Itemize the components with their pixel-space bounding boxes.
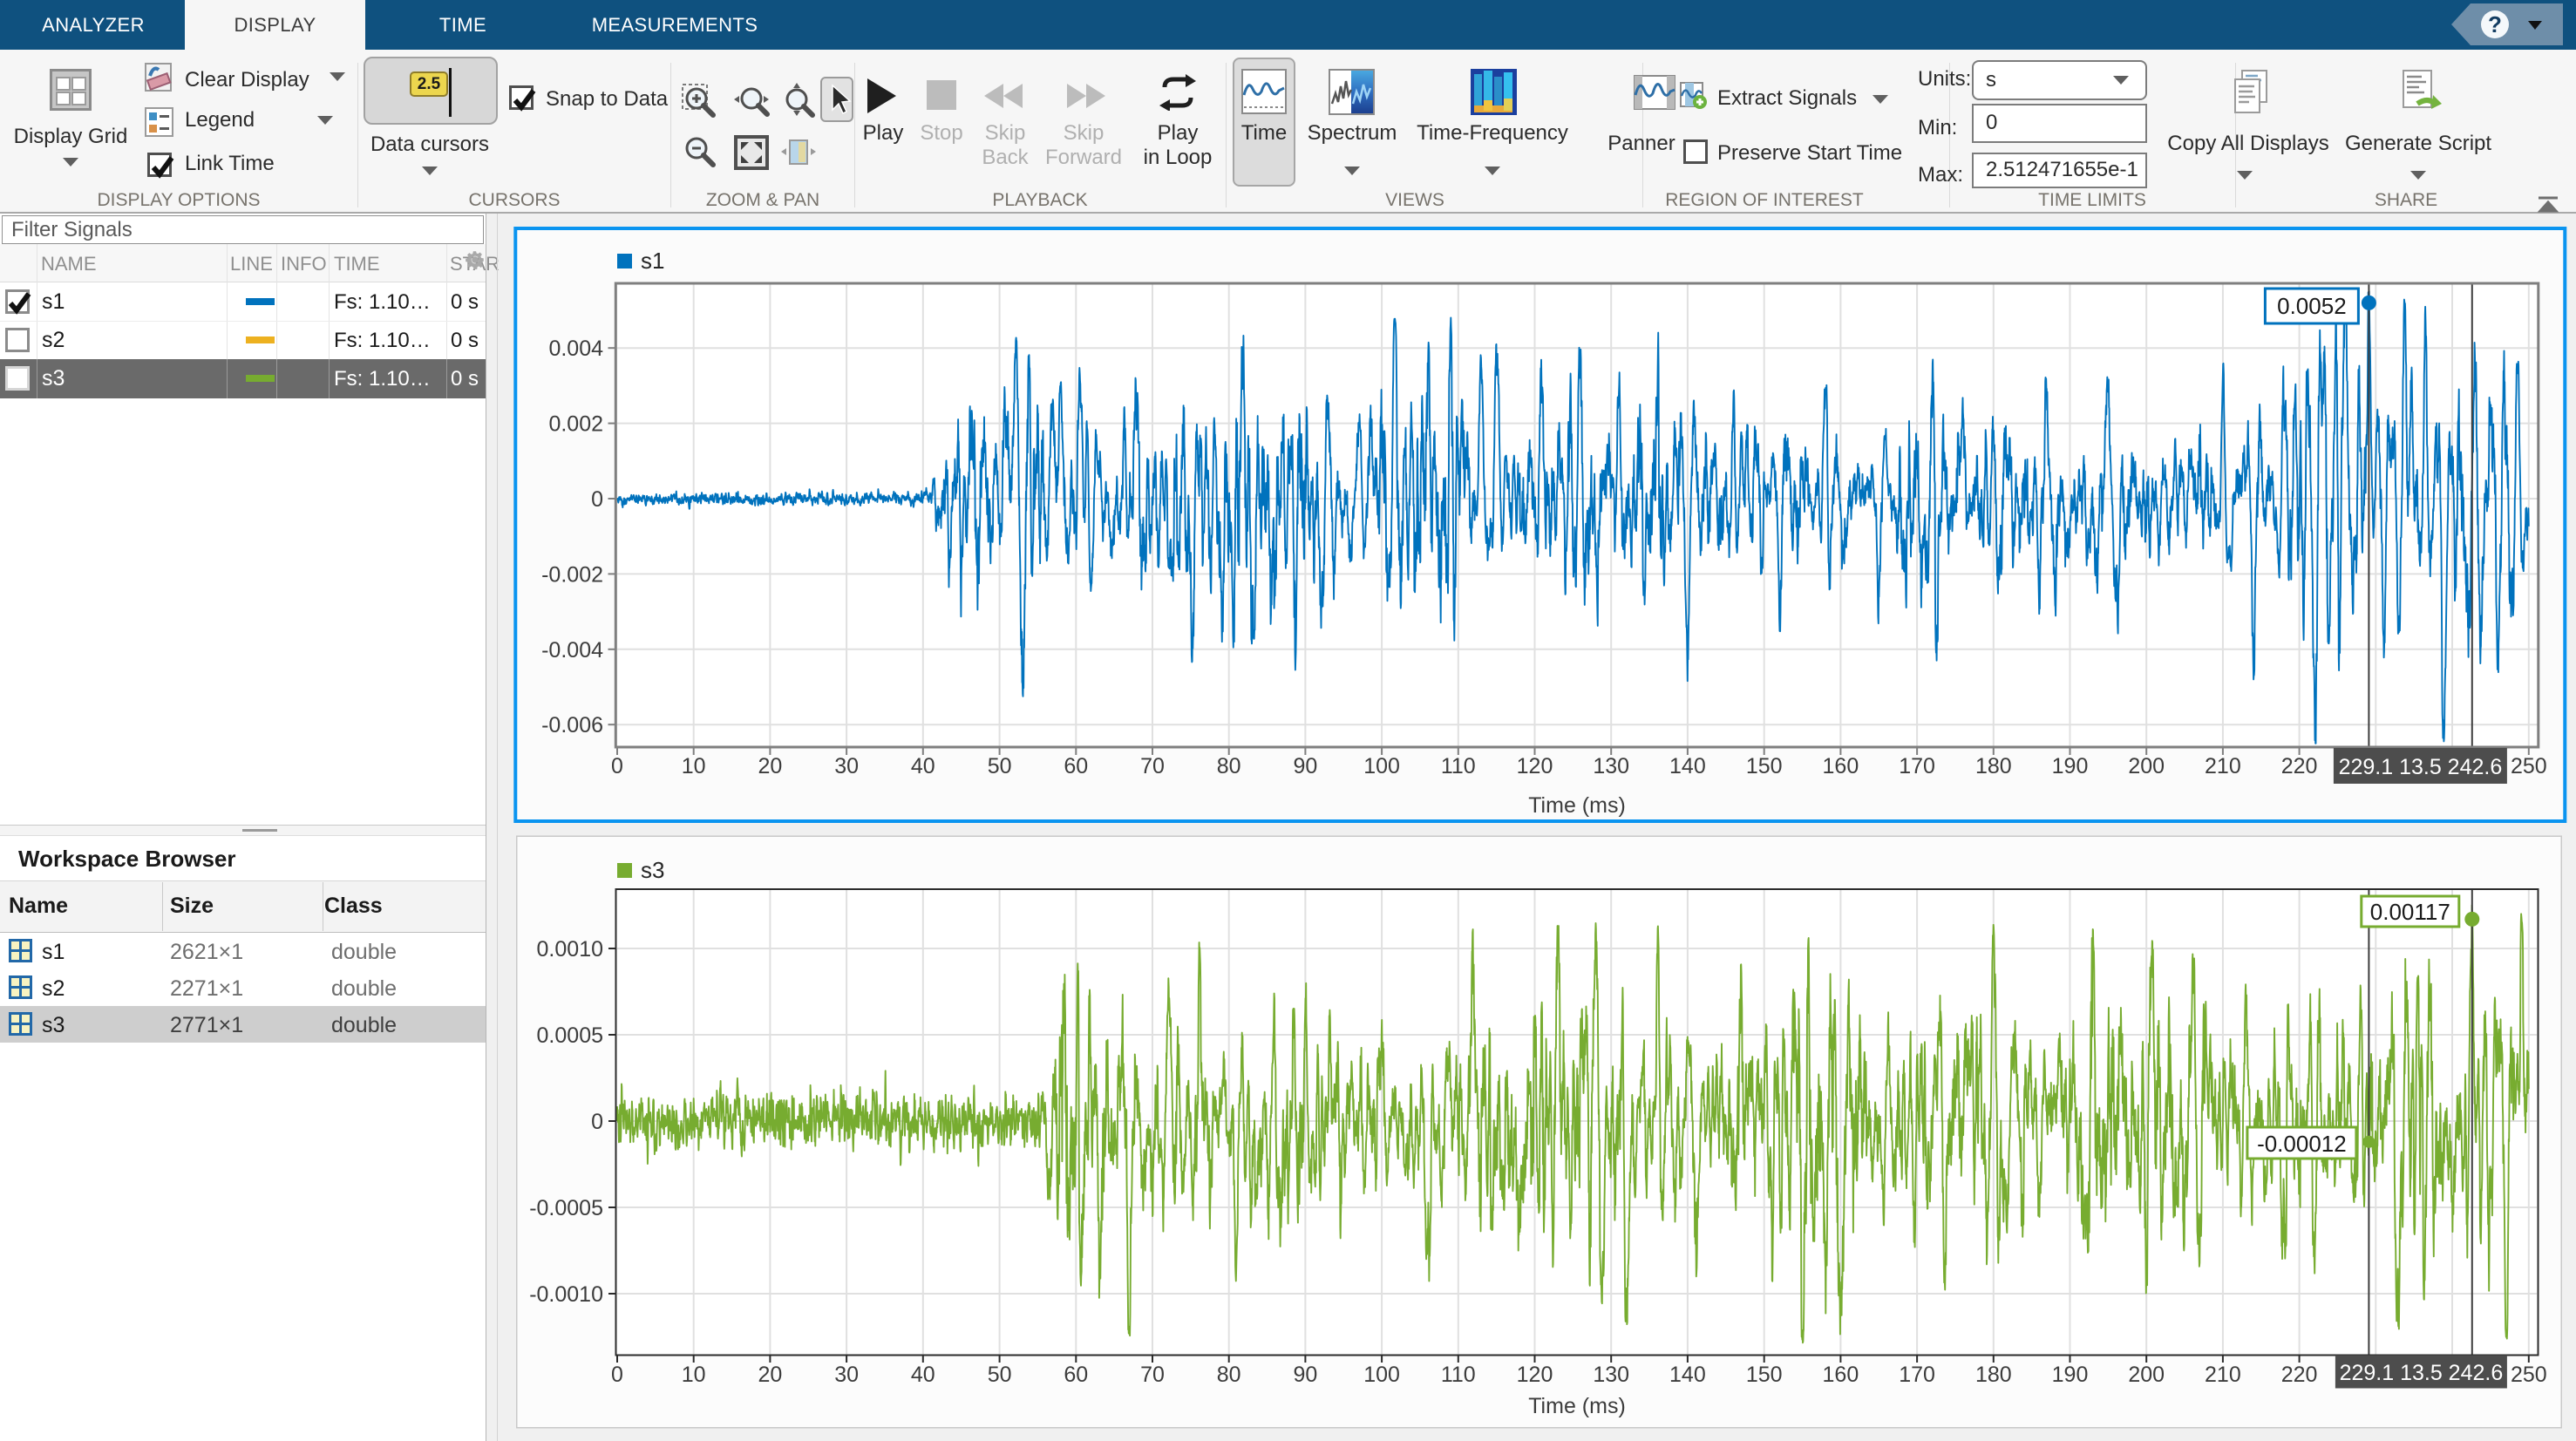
- svg-text:30: 30: [834, 754, 859, 778]
- svg-text:60: 60: [1064, 754, 1088, 778]
- svg-text:229.1 13.5 242.6: 229.1 13.5 242.6: [2340, 1361, 2504, 1385]
- svg-text:-0.00012: -0.00012: [2257, 1131, 2347, 1157]
- svg-text:150: 150: [1746, 754, 1783, 778]
- svg-text:0.0052: 0.0052: [2277, 293, 2347, 319]
- svg-text:s3: s3: [641, 857, 664, 883]
- svg-text:150: 150: [1746, 1363, 1783, 1387]
- svg-text:?: ?: [2488, 11, 2502, 37]
- svg-text:-0.0010: -0.0010: [529, 1282, 603, 1307]
- svg-text:250: 250: [2511, 754, 2547, 778]
- svg-text:110: 110: [1441, 754, 1476, 778]
- svg-text:130: 130: [1593, 1363, 1629, 1387]
- svg-text:210: 210: [2205, 1363, 2241, 1387]
- svg-text:220: 220: [2281, 1363, 2318, 1387]
- svg-text:120: 120: [1517, 754, 1553, 778]
- svg-text:220: 220: [2281, 754, 2318, 778]
- svg-text:0: 0: [611, 1363, 623, 1387]
- svg-text:210: 210: [2205, 754, 2241, 778]
- svg-text:0: 0: [611, 754, 623, 778]
- svg-text:90: 90: [1293, 754, 1317, 778]
- svg-text:-0.004: -0.004: [541, 638, 603, 663]
- svg-text:-0.0005: -0.0005: [529, 1196, 603, 1220]
- svg-text:20: 20: [758, 754, 782, 778]
- svg-text:-0.002: -0.002: [541, 562, 603, 587]
- svg-text:0.00117: 0.00117: [2370, 899, 2450, 925]
- svg-text:190: 190: [2052, 754, 2089, 778]
- svg-text:0.0010: 0.0010: [537, 937, 603, 962]
- svg-text:10: 10: [682, 754, 706, 778]
- svg-text:0: 0: [591, 487, 603, 512]
- svg-text:40: 40: [911, 1363, 935, 1387]
- svg-text:180: 180: [1975, 1363, 2012, 1387]
- svg-text:0.004: 0.004: [548, 336, 603, 361]
- svg-text:70: 70: [1140, 754, 1165, 778]
- svg-text:190: 190: [2052, 1363, 2089, 1387]
- svg-text:130: 130: [1593, 754, 1629, 778]
- svg-text:50: 50: [988, 1363, 1012, 1387]
- svg-text:s1: s1: [641, 248, 664, 274]
- svg-text:40: 40: [911, 754, 935, 778]
- svg-text:-0.006: -0.006: [541, 713, 603, 737]
- svg-text:160: 160: [1823, 1363, 1859, 1387]
- svg-text:100: 100: [1363, 754, 1400, 778]
- svg-text:170: 170: [1899, 1363, 1935, 1387]
- svg-text:60: 60: [1064, 1363, 1088, 1387]
- svg-text:250: 250: [2511, 1363, 2547, 1387]
- svg-text:140: 140: [1669, 754, 1706, 778]
- svg-text:90: 90: [1293, 1363, 1317, 1387]
- svg-text:0.0005: 0.0005: [537, 1023, 603, 1048]
- svg-text:180: 180: [1975, 754, 2012, 778]
- svg-text:200: 200: [2128, 1363, 2165, 1387]
- svg-text:0.002: 0.002: [548, 412, 603, 437]
- svg-text:0: 0: [591, 1110, 603, 1134]
- svg-text:80: 80: [1217, 754, 1241, 778]
- svg-text:10: 10: [682, 1363, 706, 1387]
- svg-text:70: 70: [1140, 1363, 1165, 1387]
- svg-text:50: 50: [988, 754, 1012, 778]
- svg-text:Time (ms): Time (ms): [1528, 1394, 1626, 1418]
- svg-text:160: 160: [1823, 754, 1859, 778]
- svg-text:100: 100: [1363, 1363, 1400, 1387]
- svg-text:120: 120: [1517, 1363, 1553, 1387]
- svg-text:80: 80: [1217, 1363, 1241, 1387]
- svg-text:30: 30: [834, 1363, 859, 1387]
- svg-text:140: 140: [1669, 1363, 1706, 1387]
- svg-text:110: 110: [1441, 1363, 1476, 1387]
- svg-text:229.1 13.5 242.6: 229.1 13.5 242.6: [2339, 755, 2503, 779]
- svg-text:170: 170: [1899, 754, 1935, 778]
- svg-text:Time (ms): Time (ms): [1528, 793, 1626, 818]
- svg-text:20: 20: [758, 1363, 782, 1387]
- svg-text:200: 200: [2128, 754, 2165, 778]
